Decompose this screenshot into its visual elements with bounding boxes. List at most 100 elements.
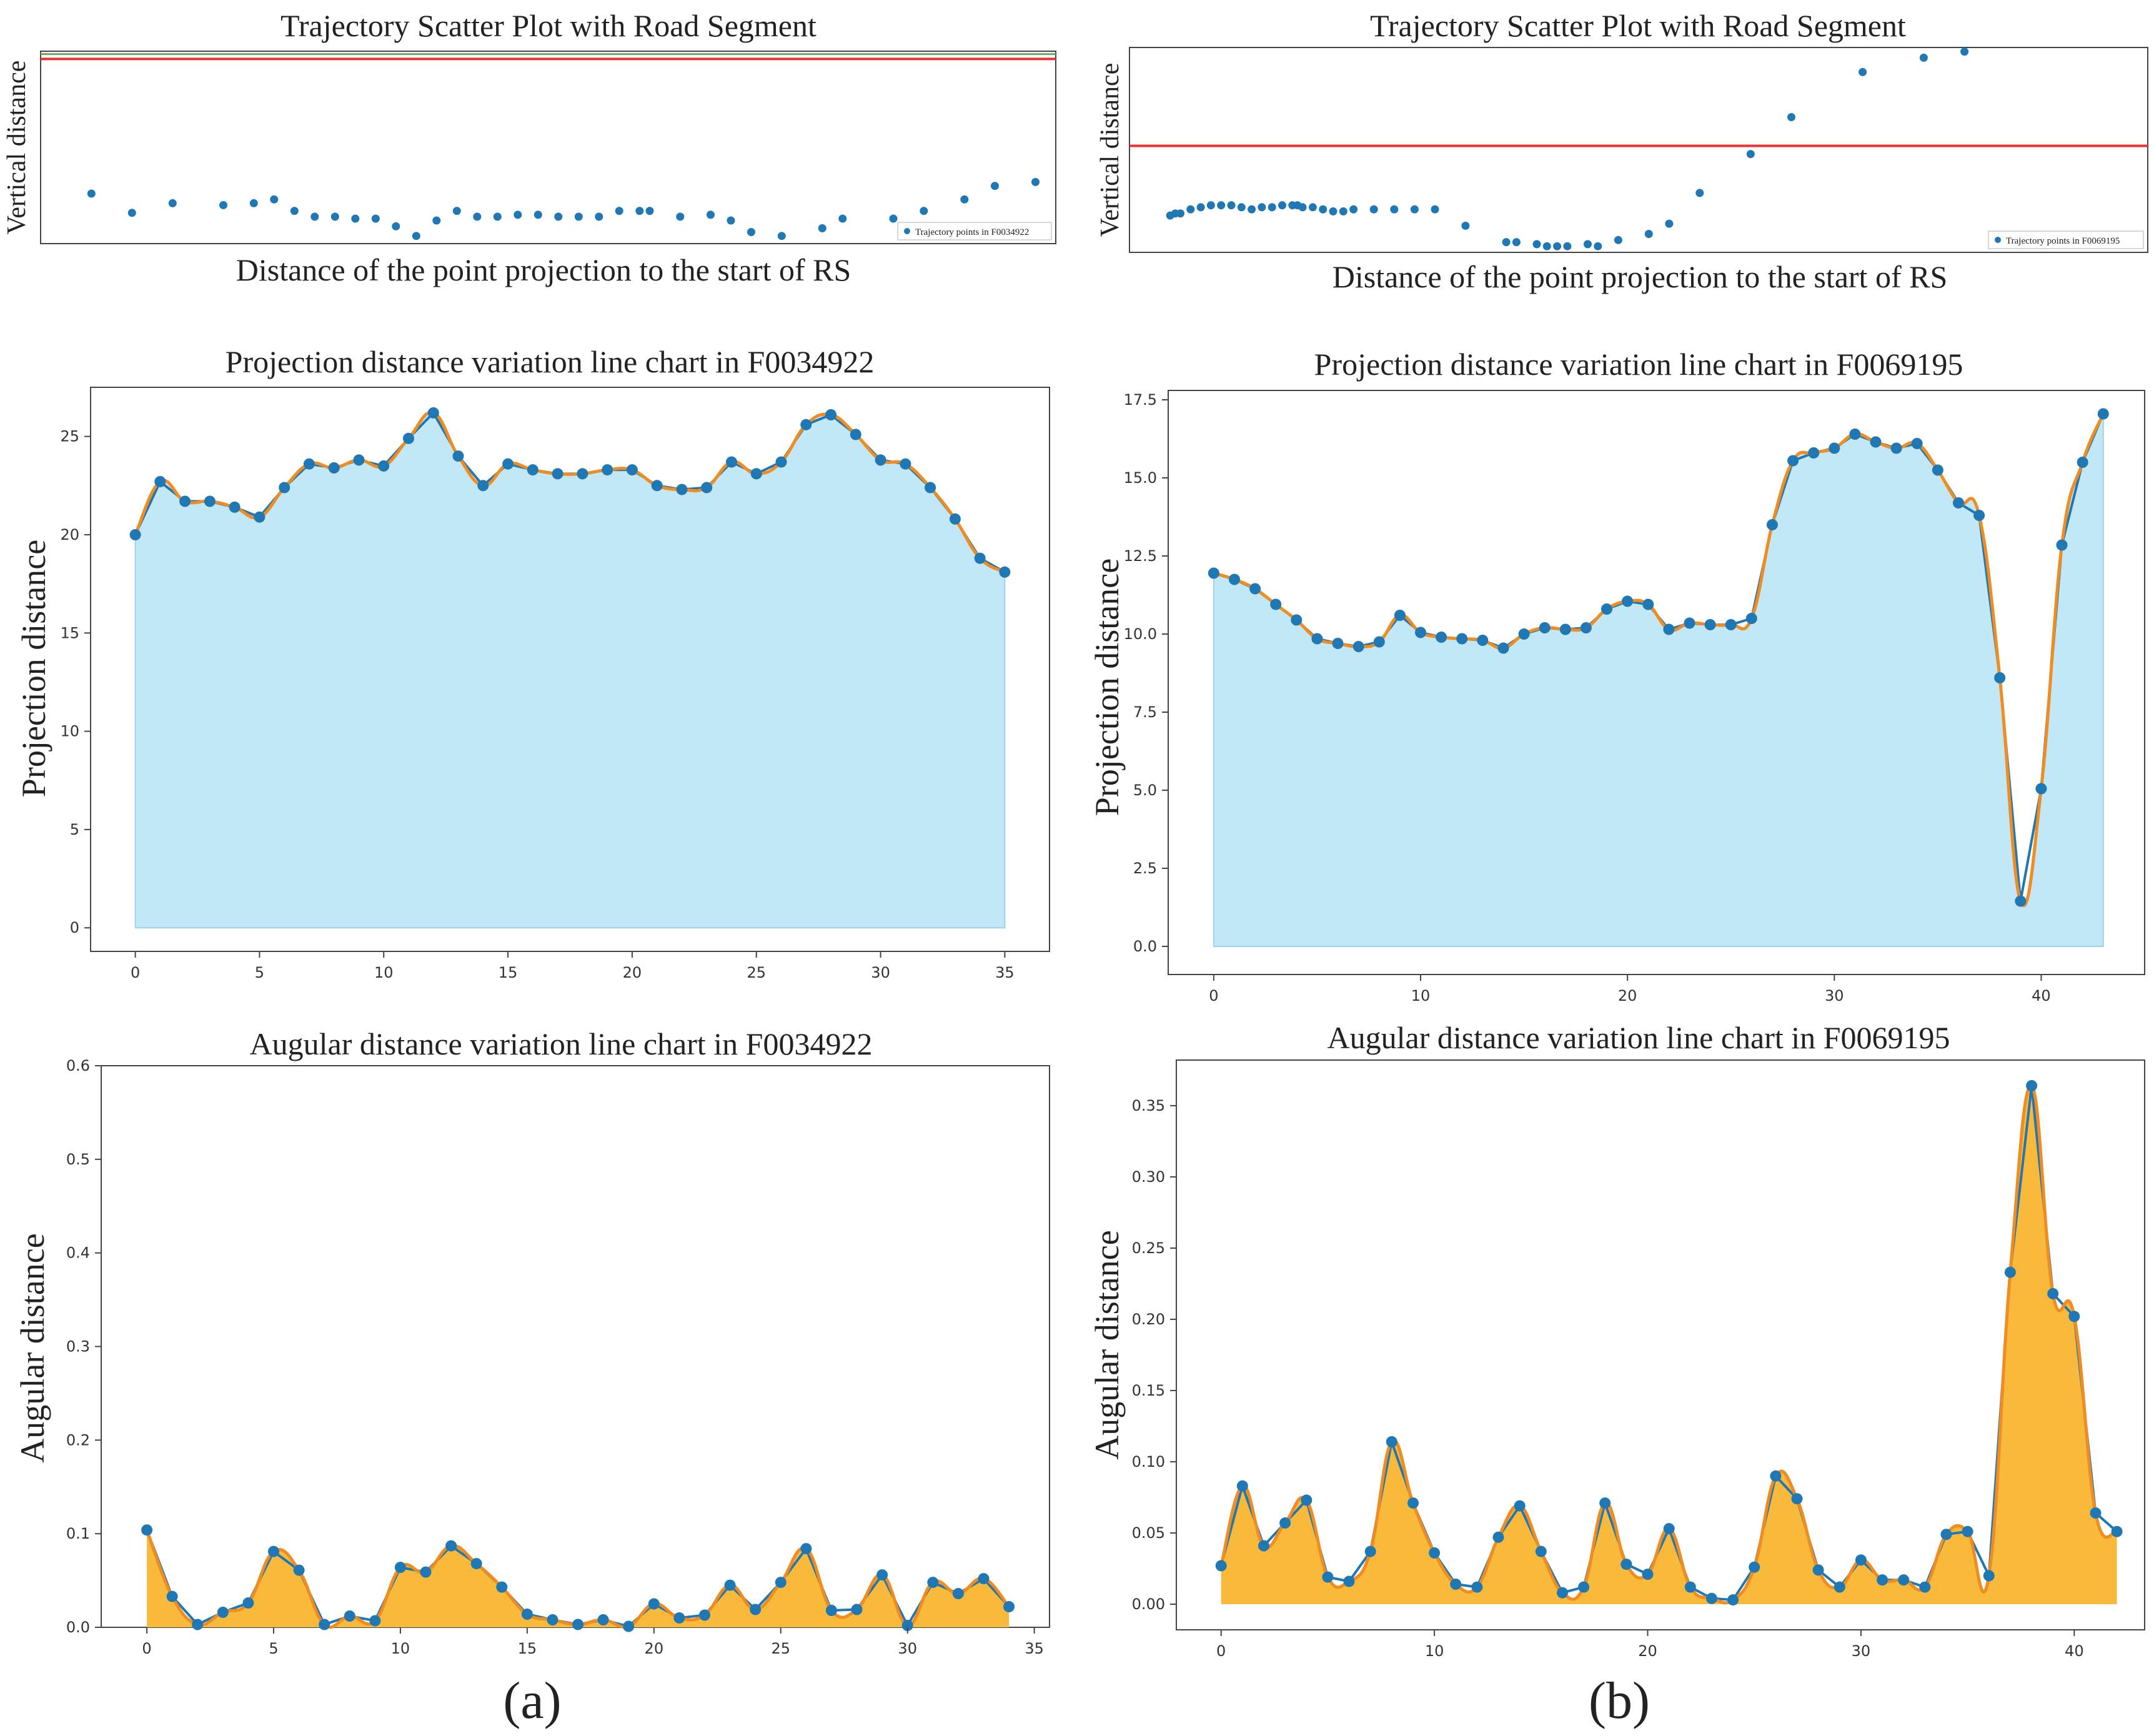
scatter-point (1695, 189, 1704, 197)
data-point (1962, 1525, 1973, 1537)
data-point (1003, 1601, 1015, 1612)
scatter-point (1644, 230, 1653, 238)
y-tick-label: 0.5 (66, 1151, 90, 1168)
data-point (876, 1569, 888, 1581)
scatter-point (1031, 177, 1040, 186)
data-point (1599, 1497, 1611, 1509)
data-point (1983, 1570, 1995, 1582)
data-point (1236, 1480, 1248, 1492)
data-point (974, 552, 986, 564)
scatter-points (87, 177, 1040, 241)
data-point (726, 456, 737, 468)
x-tick-label: 25 (747, 964, 766, 981)
data-point (319, 1619, 330, 1630)
scatter-point (310, 212, 319, 221)
x-tick-label: 25 (771, 1640, 790, 1657)
data-point (496, 1581, 508, 1593)
scatter-point (371, 214, 380, 223)
x-tick-label: 5 (255, 964, 264, 981)
data-point (1539, 622, 1551, 633)
scatter-point (615, 207, 623, 216)
data-point (1580, 622, 1592, 633)
data-point (825, 409, 837, 420)
data-point (648, 1598, 660, 1610)
scatter-point (707, 211, 715, 219)
chart-title: Trajectory Scatter Plot with Road Segmen… (280, 8, 816, 43)
data-point (1704, 619, 1716, 630)
y-axis-label: Vertical distance (2, 61, 31, 235)
data-point (1364, 1545, 1376, 1557)
y-tick-label: 12.5 (1124, 547, 1157, 565)
data-point (949, 513, 961, 525)
data-point (293, 1564, 305, 1576)
x-tick-label: 30 (898, 1640, 917, 1657)
x-tick-label: 30 (1825, 987, 1844, 1004)
scatter-point (1960, 47, 1969, 56)
data-point (1787, 455, 1799, 467)
x-tick-label: 10 (1425, 1642, 1444, 1660)
data-point (1279, 1517, 1291, 1529)
data-point (2097, 408, 2109, 420)
chart-marks (1215, 1080, 2123, 1606)
data-point (420, 1566, 432, 1578)
data-point (1663, 1523, 1675, 1535)
data-point (1791, 1493, 1803, 1505)
y-tick-label: 0.0 (66, 1619, 90, 1636)
data-point (1258, 1540, 1269, 1552)
data-point (875, 454, 886, 466)
scatter-point (1542, 242, 1551, 250)
data-point (1415, 627, 1426, 638)
chart-title: Trajectory Scatter Plot with Road Segmen… (1370, 8, 1906, 43)
y-axis-label: Projection distance (15, 540, 52, 797)
data-point (1601, 603, 1612, 615)
data-point (825, 1605, 837, 1616)
y-tick-label: 0.20 (1132, 1311, 1165, 1328)
data-point (552, 468, 563, 480)
scatter-point (1196, 203, 1205, 212)
data-point (1301, 1494, 1313, 1506)
scatter-point (1594, 242, 1602, 250)
scatter-point (838, 214, 847, 223)
data-point (1642, 1569, 1654, 1580)
scatter-point (1919, 53, 1928, 62)
data-point (1684, 617, 1695, 629)
scatter-point (87, 189, 96, 198)
data-point (1727, 1594, 1739, 1606)
x-axis-label: Distance of the point projection to the … (236, 252, 851, 287)
data-point (1456, 633, 1468, 645)
data-point (850, 429, 861, 440)
y-axis-label: Augular distance (1088, 1230, 1126, 1459)
angular-chart-a: Augular distance variation line chart in… (14, 1026, 1050, 1657)
scatter-point (330, 212, 339, 221)
data-point (1705, 1592, 1717, 1604)
projection-chart-a: Projection distance variation line chart… (15, 344, 1050, 981)
data-point (527, 464, 538, 476)
data-point (328, 462, 340, 474)
data-point (279, 482, 290, 494)
data-point (1834, 1581, 1845, 1593)
scatter-point (1319, 205, 1328, 214)
x-tick-label: 20 (1638, 1642, 1657, 1660)
x-tick-label: 10 (391, 1640, 410, 1657)
y-axis-label: Projection distance (1088, 558, 1126, 816)
scatter-point (249, 199, 258, 207)
scatter-point (1278, 201, 1286, 210)
scatter-point (1553, 242, 1562, 250)
y-tick-label: 15.0 (1124, 469, 1157, 487)
x-tick-label: 30 (871, 964, 890, 981)
data-point (2068, 1311, 2080, 1322)
data-point (179, 495, 191, 507)
projection-chart-b: Projection distance variation line chart… (1088, 347, 2145, 1004)
smoothed-line (1219, 1084, 2118, 1605)
data-point (978, 1573, 990, 1585)
scatter-point (727, 216, 735, 225)
data-point (1642, 598, 1654, 610)
axis-ticks: 0 10 20 30 40 0.00 0.05 0.10 0.15 0.20 0.25 0.30 0.3… (1132, 1097, 2084, 1660)
data-point (254, 511, 266, 523)
scatter-point (1227, 201, 1236, 210)
scatter-point (1339, 207, 1347, 216)
data-point (1940, 1529, 1952, 1540)
data-point (623, 1620, 635, 1632)
x-tick-label: 35 (995, 964, 1015, 981)
